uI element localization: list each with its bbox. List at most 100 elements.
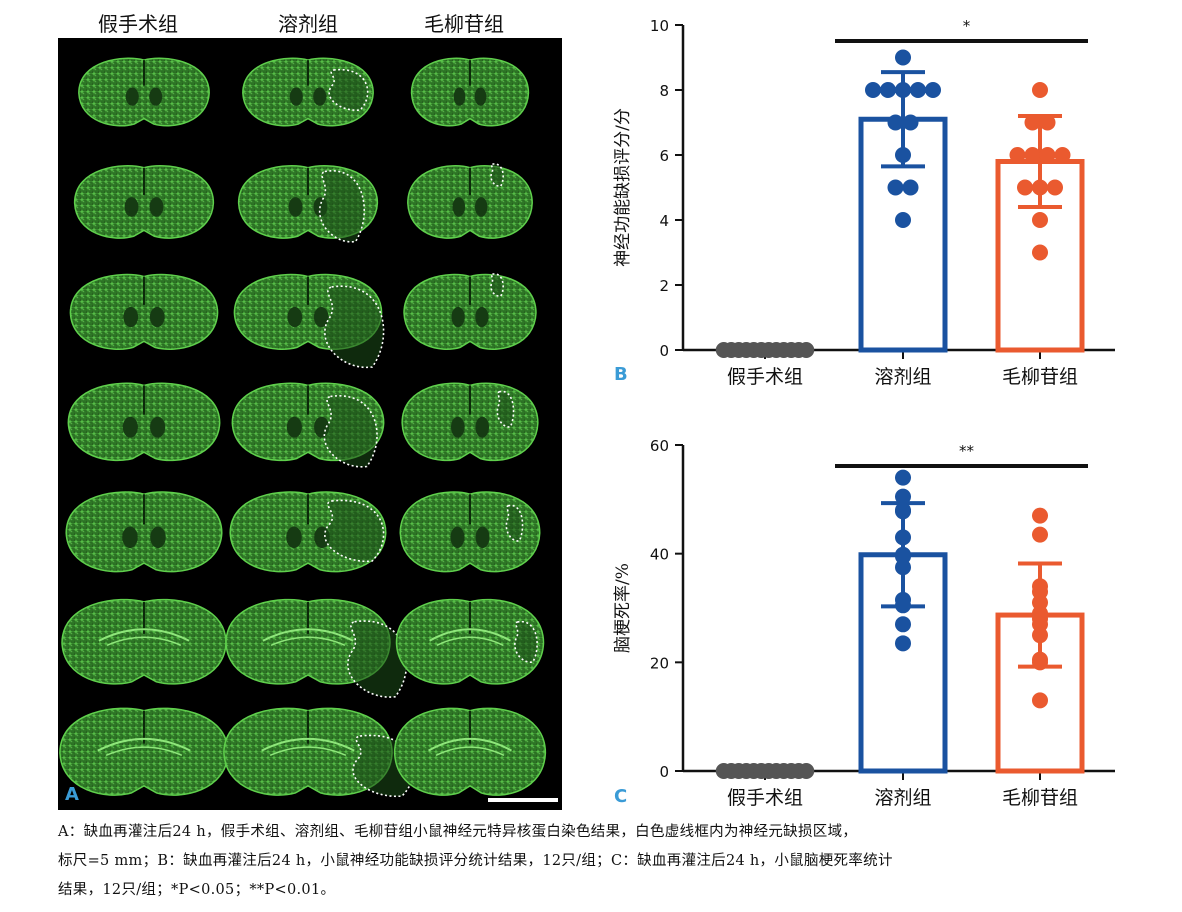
hippocampus (428, 737, 512, 752)
ventricle (452, 197, 466, 217)
data-point (745, 342, 762, 358)
hippocampus (261, 738, 355, 752)
data-point (887, 114, 904, 131)
data-point (895, 559, 911, 576)
brain-section (395, 598, 545, 685)
ventricle (149, 197, 164, 217)
brain-outline (65, 491, 223, 573)
significance-label: ** (959, 442, 975, 460)
bar (858, 116, 948, 353)
lesion-outline (324, 285, 385, 369)
data-point (1039, 147, 1056, 163)
brain-section (59, 707, 229, 796)
y-tick-label: 6 (659, 147, 669, 165)
hippocampus (106, 636, 182, 646)
data-point (723, 763, 740, 779)
data-point (1032, 594, 1048, 611)
data-point (895, 82, 911, 98)
brain-section (407, 163, 533, 239)
brain-outline (67, 382, 221, 462)
hippocampus (269, 746, 347, 757)
bar (995, 159, 1085, 353)
lesion-outline (505, 504, 524, 542)
brain-outline (223, 707, 393, 796)
data-point (895, 49, 911, 66)
ventricle (124, 197, 139, 217)
data-point (1054, 147, 1071, 163)
caption-line-3: 结果，12只/组；*P<0.05；**P<0.01。 (58, 882, 336, 898)
brain-section (233, 273, 385, 369)
ventricle (450, 526, 465, 549)
data-point (895, 488, 911, 505)
brain-section (237, 165, 379, 243)
brain-outline (399, 491, 541, 573)
brain-sections-svg (59, 57, 558, 802)
ventricle (286, 416, 302, 438)
data-point (865, 82, 881, 98)
data-point (753, 342, 770, 358)
data-point (753, 763, 770, 779)
ventricle (450, 416, 465, 438)
hippocampus (98, 628, 190, 642)
data-point (715, 763, 732, 779)
brain-section (393, 707, 547, 796)
brain-section (229, 491, 387, 573)
hippocampus (262, 628, 354, 642)
significance-label: * (963, 17, 971, 35)
lesion-outline (328, 68, 369, 111)
hippocampus (270, 636, 346, 646)
hippocampus (435, 746, 505, 757)
data-point (1032, 82, 1048, 98)
data-point (760, 763, 777, 779)
data-point (1032, 692, 1048, 709)
y-axis-label: 脑梗死率/% (613, 563, 633, 653)
data-point (1032, 578, 1048, 595)
data-point (1032, 616, 1048, 633)
ventricle (453, 87, 466, 106)
data-point (798, 763, 815, 779)
brain-outline (393, 707, 547, 796)
data-point (745, 763, 762, 779)
brain-section (225, 598, 408, 698)
data-point (723, 342, 740, 358)
caption-line-1: A：缺血再灌注后24 h，假手术组、溶剂组、毛柳苷组小鼠神经元特异核蛋白染色结果… (58, 824, 858, 840)
data-point (895, 502, 911, 519)
ventricle (286, 526, 302, 549)
brain-section (223, 707, 415, 798)
data-point (1047, 179, 1063, 196)
data-point (1032, 627, 1048, 644)
ventricle (122, 416, 138, 438)
ventricle (313, 306, 329, 328)
lesion-outline (324, 499, 385, 563)
y-tick-label: 0 (659, 342, 669, 360)
data-point (760, 342, 777, 358)
scale-bar (488, 798, 558, 802)
brain-section (242, 57, 374, 127)
ventricle (149, 306, 165, 328)
data-point (1032, 654, 1048, 671)
data-point (910, 82, 926, 98)
hippocampus (105, 746, 183, 757)
data-point (895, 635, 911, 652)
brain-outline (73, 165, 215, 239)
data-point (1032, 179, 1048, 196)
lesion-outline (496, 390, 515, 428)
brain-section (78, 57, 210, 127)
brain-outline (69, 273, 219, 350)
hippocampus (97, 738, 191, 752)
brain-outline (403, 273, 537, 350)
ventricle (475, 306, 489, 328)
data-point (902, 114, 919, 131)
hippocampus (429, 628, 511, 642)
lesion-outline (347, 620, 408, 698)
brain-outline (410, 57, 530, 127)
x-tick-label: 假手术组 (727, 787, 803, 809)
data-point (895, 546, 911, 563)
brain-outline (59, 707, 229, 796)
data-point (902, 179, 919, 196)
y-tick-label: 4 (659, 212, 669, 230)
lesion-outline (514, 620, 538, 663)
data-point (1032, 244, 1048, 261)
x-tick-label: 假手术组 (727, 366, 803, 388)
data-point (798, 342, 815, 358)
